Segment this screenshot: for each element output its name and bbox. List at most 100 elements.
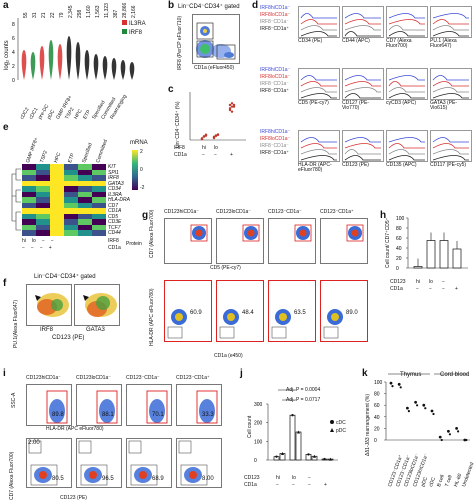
panel-k-ylabel: Δδ1-Jδ3 rearrangement (%) [365, 394, 371, 456]
panel-e-cell-5-4 [78, 191, 92, 197]
colorbar-tick-bottom: -2 [140, 185, 145, 191]
panel-a-ytick-3: 6 [12, 36, 15, 42]
panel-e-row-12: CD44 [108, 230, 121, 236]
panel-a-violins: 0 2 4 6 8 [12, 18, 135, 84]
panel-e-cell-1-1 [36, 169, 50, 175]
panel-j-point-pDC-1 [297, 430, 300, 434]
panel-i-bottom-plot-1 [76, 438, 122, 488]
panel-f: f Lin⁻CD4⁻CD34⁺ gated PU.1(Alexa Fluor64… [0, 270, 140, 370]
panel-i-top-value-0: 89.8 [52, 412, 64, 418]
panel-i-top-gate-2 [146, 390, 168, 424]
panel-a-violin-6 [75, 42, 81, 80]
panel-j-chart: 0 100 200 300 [254, 389, 338, 464]
panel-f-irf8-density [35, 293, 69, 317]
panel-i-top-plot-3 [176, 384, 222, 426]
panel-d-label-2-2: CD135 (APC) [386, 162, 417, 168]
panel-a-count-9: 11,323 [104, 3, 110, 18]
panel-e-cell-3-5 [92, 180, 106, 186]
panel-d-curve-1-2-0 [388, 75, 425, 81]
panel-c-point-0-5 [204, 134, 208, 137]
panel-g-bottom-core-2 [279, 313, 287, 321]
panel-i-top-blob-2 [149, 399, 165, 423]
panel-d-hist-1-1 [342, 68, 384, 100]
panel-f-xlabel-gata3: GATA3 [86, 327, 105, 333]
panel-g-top-svg-1 [242, 224, 260, 242]
panel-d-curve-2-3-1 [432, 143, 469, 149]
panel-a-ytick-2: 4 [12, 50, 15, 56]
panel-e-row-3: GATA3 [108, 180, 124, 187]
panel-d-legend-2-1: IRF8loCD1a⁻ [260, 136, 291, 142]
panel-label-e: e [3, 122, 9, 133]
panel-e-cell-10-4 [78, 219, 92, 225]
panel-e-cell-10-1 [36, 219, 50, 225]
panel-d-curve-2-1-3 [344, 155, 381, 161]
panel-k-point-b-4 [424, 407, 427, 410]
panel-d-curve-0-0-3 [300, 31, 337, 37]
panel-a-count-5: 2,345 [68, 5, 74, 18]
panel-k-point-b-8 [457, 430, 460, 433]
panel-j-row2-label: CD1a [244, 482, 257, 488]
panel-e-cell-2-0 [22, 175, 36, 181]
panel-d-curve-2-3-0 [432, 137, 469, 143]
panel-d-curve-2-0-0 [300, 137, 337, 143]
panel-i-bottom-core-0 [39, 471, 47, 479]
panel-e-cell-11-4 [78, 224, 92, 230]
panel-d-curve-1-0-3 [300, 93, 337, 99]
panel-d-label-1-3: GATA3 (PE-Vio615) [430, 100, 458, 111]
panel-d-label-1-1: CD127 (PE-Vio770) [342, 100, 369, 111]
panel-j-adj2: Adj. P = 0.0717 [286, 397, 321, 403]
panel-e-cell-5-2 [50, 191, 64, 197]
panel-b-ylabel: IRF8 (PerCP eFluor710) [177, 15, 183, 70]
legend-pdc-label: pDC [336, 428, 347, 434]
panel-g-top-gate-0 [190, 224, 208, 242]
panel-i-xlabel-top: HLA-DR (APC eFluor780) [46, 426, 104, 432]
panel-k: k Δδ1-Jδ3 rearrangement (%) Thymus Cord … [360, 368, 474, 503]
panel-h-bar-3 [452, 248, 462, 269]
panel-g-bottom-plot-1 [216, 280, 264, 342]
panel-e-col-0: GMP IRF8+ [25, 136, 40, 164]
panel-f-title: Lin⁻CD4⁻CD34⁺ gated [34, 274, 96, 280]
panel-d-curve-0-2-1 [388, 19, 425, 25]
panel-j-point-pDC-0 [281, 451, 284, 455]
panel-g-top-core-1 [247, 229, 255, 237]
panel-c-point-2-1 [230, 105, 234, 108]
panel-j-row1-label: CD123 [244, 475, 260, 481]
panel-e-cell-1-4 [78, 169, 92, 175]
panel-g-top-gate-2 [294, 224, 312, 242]
panel-d-curve-2-2-1 [388, 143, 425, 149]
panel-i-bottom-gate-tl-0 [28, 440, 42, 454]
panel-i-top-value-2: 70.1 [152, 412, 164, 418]
panel-d-hist-0-2 [386, 6, 428, 38]
panel-e-cell-2-4 [78, 175, 92, 181]
panel-j-row2-1: − [292, 482, 295, 488]
panel-a-ytick-0: 0 [12, 78, 15, 84]
panel-d-label-2-0: HLA-DR (APC-eFluor780) [298, 162, 332, 173]
panel-e-col-4: Specified [81, 142, 94, 164]
colorbar-tick-mid: 0 [140, 167, 143, 173]
panel-a: a log₂ counts 55 31 21 22 79 2,345 298 1,160 1,5… [0, 0, 160, 121]
panel-h-ylabel: Cell count/ CD7⁺CD5⁺ [385, 217, 391, 268]
panel-a-violin-8 [93, 54, 99, 80]
panel-g-title-3: CD123⁻CD1a⁺ [320, 209, 354, 215]
panel-c-row1-v2: lo [214, 145, 218, 151]
panel-j-point-pDC-2 [313, 454, 316, 458]
panel-c-row2-v1: − [202, 152, 205, 158]
panel-c: c Lin⁻CD4⁻CD34⁺ (%) IRF8 CD1a hi lo − − … [168, 84, 248, 164]
panel-e-row-5: IL3RA [108, 191, 122, 198]
panel-e-cell-12-4 [78, 230, 92, 236]
panel-e-cell-4-0 [22, 186, 36, 192]
panel-j-point-pDC-3 [329, 457, 332, 461]
panel-i-ylabel-bottom: CD7 (Alexa Fluor700) [9, 451, 15, 500]
panel-j-row2-0: − [276, 482, 279, 488]
panel-a-violin-12 [129, 62, 135, 80]
panel-i-title-0: CD123hiCD1a⁻ [26, 375, 61, 381]
panel-c-point-0-6 [200, 137, 204, 140]
panel-d-legend-0-1: IRF8loCD1a⁻ [260, 12, 291, 18]
panel-e-colorbar-title: mRNA [130, 140, 148, 146]
panel-e-row-6: HLA-DRA [108, 197, 130, 203]
panel-e-cell-7-5 [92, 202, 106, 208]
panel-g-ylabel-top: CD7 (Alexa Fluor700) [149, 209, 155, 258]
panel-h-bar-1 [426, 240, 436, 269]
panel-d-curve-1-1-2 [344, 87, 381, 93]
panel-e-col-5: Committed [95, 138, 109, 164]
